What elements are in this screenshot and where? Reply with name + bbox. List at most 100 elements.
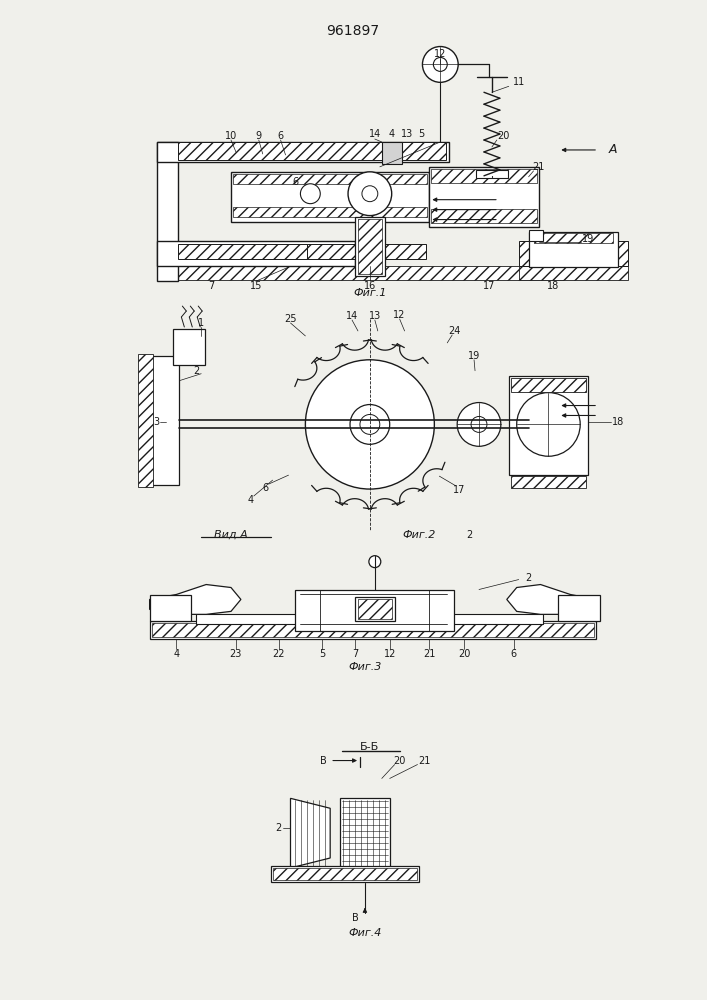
Polygon shape — [291, 798, 330, 868]
Text: 5: 5 — [319, 649, 325, 659]
Bar — [382, 142, 402, 164]
Text: 25: 25 — [284, 314, 297, 324]
Text: Фиг.1: Фиг.1 — [354, 288, 387, 298]
Text: Б-Б: Б-Б — [361, 742, 380, 752]
Text: 17: 17 — [483, 281, 495, 291]
Text: 13: 13 — [402, 129, 414, 139]
Text: 10: 10 — [225, 131, 237, 141]
Bar — [534, 233, 613, 243]
Text: 7: 7 — [208, 281, 214, 291]
Text: 5: 5 — [419, 129, 425, 139]
Text: 20: 20 — [458, 649, 470, 659]
Bar — [479, 172, 505, 177]
Bar — [296, 589, 454, 631]
Text: 16: 16 — [363, 281, 376, 291]
Circle shape — [360, 414, 380, 434]
Bar — [429, 167, 539, 227]
Bar — [431, 169, 537, 183]
Text: 24: 24 — [448, 326, 460, 336]
Circle shape — [457, 403, 501, 446]
Bar — [559, 595, 600, 621]
Text: 21: 21 — [423, 649, 436, 659]
Bar — [156, 142, 449, 162]
Circle shape — [362, 186, 378, 202]
Bar — [138, 354, 153, 487]
Text: А: А — [609, 143, 617, 156]
Text: 18: 18 — [612, 417, 624, 427]
Text: 1: 1 — [198, 318, 204, 328]
Text: 6: 6 — [262, 483, 269, 493]
Bar — [150, 595, 192, 621]
Bar — [358, 599, 392, 619]
Text: 14: 14 — [369, 129, 381, 139]
Bar — [156, 241, 355, 266]
Bar — [231, 172, 429, 222]
Text: 2: 2 — [193, 366, 199, 376]
Circle shape — [300, 184, 320, 204]
Text: 3: 3 — [153, 417, 160, 427]
Text: 23: 23 — [230, 649, 242, 659]
Text: 6: 6 — [278, 131, 284, 141]
Text: 12: 12 — [383, 649, 396, 659]
Circle shape — [471, 416, 487, 432]
Polygon shape — [150, 585, 241, 614]
Text: 6: 6 — [293, 177, 298, 187]
Text: 19: 19 — [582, 234, 595, 244]
Text: 6: 6 — [510, 649, 517, 659]
Bar — [358, 219, 382, 274]
Text: 11: 11 — [513, 77, 525, 87]
Circle shape — [305, 360, 434, 489]
Bar — [271, 866, 419, 882]
Text: 4: 4 — [173, 649, 180, 659]
Circle shape — [433, 57, 448, 71]
Text: 19: 19 — [468, 351, 480, 361]
Text: Фиг.3: Фиг.3 — [349, 662, 382, 672]
Text: 4: 4 — [247, 495, 254, 505]
Bar — [156, 142, 178, 281]
Text: 2: 2 — [276, 823, 281, 833]
Circle shape — [348, 172, 392, 216]
Bar — [519, 241, 628, 266]
Text: Фиг.2: Фиг.2 — [403, 530, 436, 540]
Bar — [510, 476, 586, 488]
Text: 14: 14 — [346, 311, 358, 321]
Bar — [178, 244, 308, 259]
Bar — [355, 217, 385, 276]
Text: 17: 17 — [453, 485, 465, 495]
Text: 12: 12 — [434, 49, 447, 59]
Circle shape — [350, 405, 390, 444]
Text: В: В — [320, 756, 327, 766]
Text: Фиг.4: Фиг.4 — [349, 928, 382, 938]
Text: 4: 4 — [389, 129, 395, 139]
Bar — [151, 623, 594, 637]
Bar — [519, 266, 628, 280]
Text: 22: 22 — [272, 649, 285, 659]
Circle shape — [423, 47, 458, 82]
Bar — [173, 329, 205, 365]
Bar — [150, 356, 180, 485]
Bar — [431, 209, 537, 223]
Text: 20: 20 — [498, 131, 510, 141]
Bar — [509, 376, 588, 475]
Circle shape — [517, 393, 580, 456]
Circle shape — [369, 556, 381, 568]
Bar — [273, 868, 418, 880]
Polygon shape — [507, 585, 596, 614]
Bar — [156, 266, 563, 280]
Bar — [529, 232, 618, 267]
Text: 9: 9 — [256, 131, 262, 141]
Bar — [355, 597, 395, 621]
Text: Вид А: Вид А — [214, 530, 248, 540]
Text: 15: 15 — [250, 281, 262, 291]
Bar — [178, 142, 446, 160]
Bar — [340, 798, 390, 868]
Text: 12: 12 — [394, 310, 406, 320]
Bar — [197, 614, 544, 624]
Bar — [150, 621, 596, 639]
Bar — [308, 244, 426, 259]
Bar — [476, 170, 508, 178]
Text: 20: 20 — [394, 756, 406, 766]
Text: 2: 2 — [466, 530, 472, 540]
Bar — [233, 174, 428, 184]
Text: 7: 7 — [352, 649, 358, 659]
